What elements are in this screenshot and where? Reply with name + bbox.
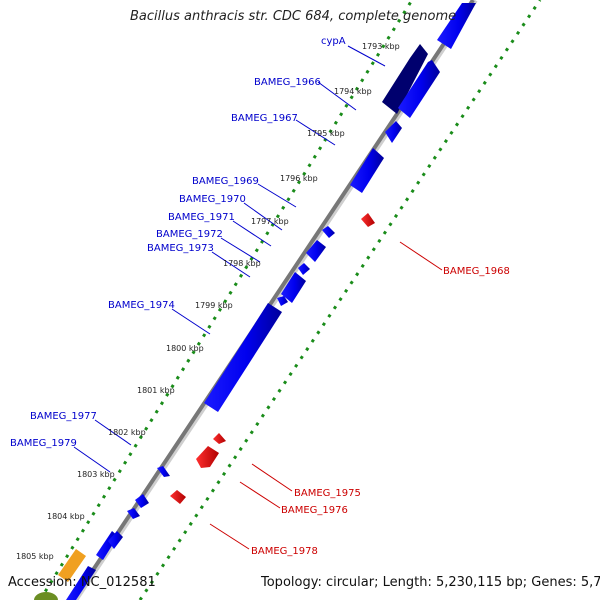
gene-BAMEG-1971[interactable]	[306, 240, 326, 262]
gene-top-partial	[437, 3, 476, 49]
gene-label-BAMEG-1967[interactable]: BAMEG_1967	[231, 113, 298, 124]
accession-text: Accession: NC_012581	[8, 575, 156, 590]
gene-BAMEG-1976[interactable]	[196, 446, 219, 468]
tick-label: 1805 kbp	[16, 552, 54, 561]
tick-label: 1804 kbp	[47, 512, 85, 521]
forward-gene-labels: cypA BAMEG_1966 BAMEG_1967 BAMEG_1969 BA…	[10, 36, 346, 449]
inner-tick-rail	[38, 0, 414, 600]
tick-label: 1794 kbp	[334, 87, 372, 96]
gene-BAMEG-1972[interactable]	[298, 263, 310, 275]
gene-label-BAMEG-1966[interactable]: BAMEG_1966	[254, 77, 321, 88]
gene-BAMEG-1974[interactable]	[204, 303, 282, 412]
leader-lines	[73, 45, 443, 550]
tick-label: 1803 kbp	[77, 470, 115, 479]
gene-BAMEG-1979[interactable]	[135, 494, 149, 508]
orange-feature	[58, 549, 86, 582]
gene-BAMEG-1969[interactable]	[350, 148, 384, 193]
tick-label: 1799 kbp	[195, 301, 233, 310]
gene-label-BAMEG-1975[interactable]: BAMEG_1975	[294, 488, 361, 499]
reverse-genes	[170, 213, 375, 504]
reverse-gene-labels: BAMEG_1968 BAMEG_1975 BAMEG_1976 BAMEG_1…	[251, 266, 510, 557]
gene-BAMEG-1973[interactable]	[281, 272, 306, 303]
topology-text: Topology: circular; Length: 5,230,115 bp…	[261, 575, 600, 590]
tick-label: 1797 kbp	[251, 217, 289, 226]
gene-cypA[interactable]	[382, 44, 428, 114]
gene-label-cypA[interactable]: cypA	[321, 36, 346, 47]
gene-BAMEG-1970[interactable]	[322, 226, 335, 238]
gene-small-b	[127, 508, 140, 519]
gene-label-BAMEG-1979[interactable]: BAMEG_1979	[10, 438, 77, 449]
tick-label: 1793 kbp	[362, 42, 400, 51]
outer-tick-rail	[138, 0, 542, 600]
gene-label-BAMEG-1969[interactable]: BAMEG_1969	[192, 176, 259, 187]
olive-feature	[34, 592, 58, 600]
gene-label-BAMEG-1971[interactable]: BAMEG_1971	[168, 212, 235, 223]
gene-BAMEG-1968[interactable]	[361, 213, 375, 227]
tick-label: 1801 kbp	[137, 386, 175, 395]
gene-label-BAMEG-1973[interactable]: BAMEG_1973	[147, 243, 214, 254]
gene-BAMEG-1967[interactable]	[385, 121, 402, 143]
gene-label-BAMEG-1977[interactable]: BAMEG_1977	[30, 411, 97, 422]
gene-label-BAMEG-1976[interactable]: BAMEG_1976	[281, 505, 348, 516]
gene-label-BAMEG-1968[interactable]: BAMEG_1968	[443, 266, 510, 277]
gene-small-a	[277, 296, 288, 306]
tick-label: 1802 kbp	[108, 428, 146, 437]
gene-label-BAMEG-1974[interactable]: BAMEG_1974	[108, 300, 175, 311]
gene-label-BAMEG-1978[interactable]: BAMEG_1978	[251, 546, 318, 557]
gene-BAMEG-1966[interactable]	[398, 60, 440, 118]
gene-small-d	[108, 531, 123, 549]
tick-label: 1796 kbp	[280, 174, 318, 183]
forward-genes	[66, 3, 476, 600]
gene-label-BAMEG-1970[interactable]: BAMEG_1970	[179, 194, 246, 205]
gene-bottom-partial	[66, 566, 96, 600]
tick-label: 1798 kbp	[223, 259, 261, 268]
gene-BAMEG-1978[interactable]	[170, 490, 186, 504]
tick-label: 1800 kbp	[166, 344, 204, 353]
gene-BAMEG-1975[interactable]	[213, 433, 226, 444]
tick-label: 1795 kbp	[307, 129, 345, 138]
gene-label-BAMEG-1972[interactable]: BAMEG_1972	[156, 229, 223, 240]
tick-labels: 1793 kbp 1794 kbp 1795 kbp 1796 kbp 1797…	[16, 42, 400, 561]
map-title: Bacillus anthracis str. CDC 684, complet…	[130, 9, 457, 24]
gene-BAMEG-1977[interactable]	[157, 466, 170, 477]
